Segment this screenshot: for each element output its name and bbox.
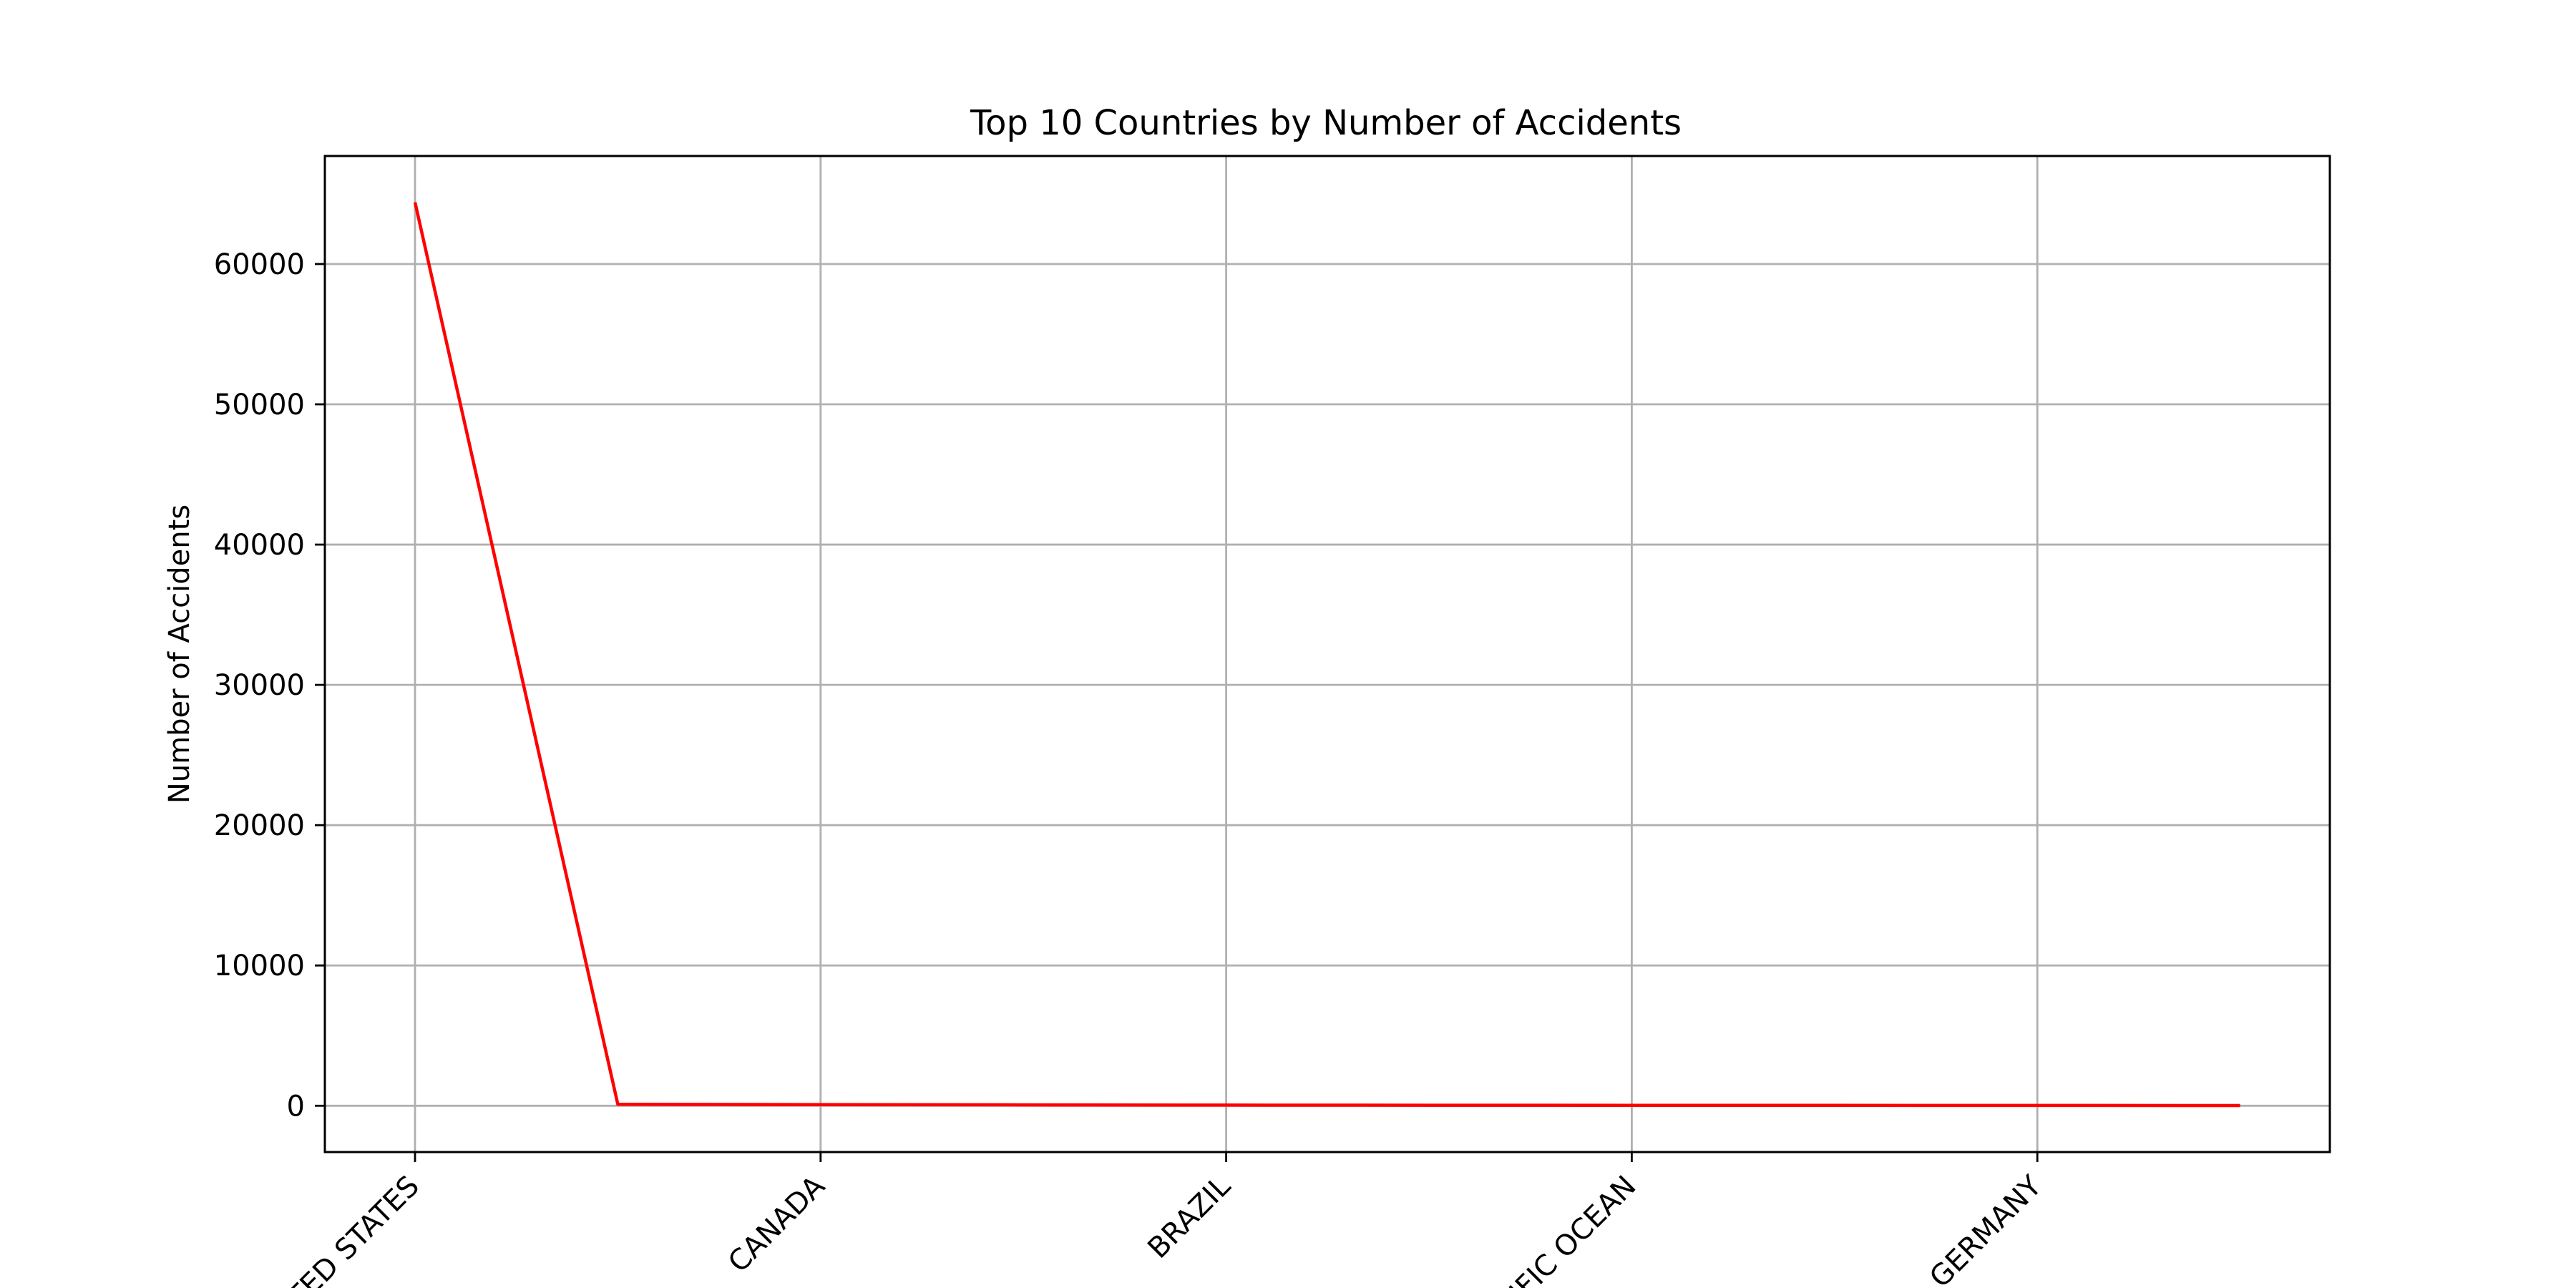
y-axis-label: Number of Accidents	[163, 504, 196, 804]
chart-title: Top 10 Countries by Number of Accidents	[970, 103, 1682, 143]
y-tick-label: 60000	[214, 248, 305, 281]
x-tick-label: GERMANY	[1923, 1169, 2049, 1288]
plot-frame	[323, 155, 2331, 1153]
series-line	[413, 202, 2240, 1108]
y-tick-label: 50000	[214, 389, 305, 421]
x-tick-label: CANADA	[722, 1169, 831, 1279]
x-tick-label: BRAZIL	[1141, 1169, 1237, 1265]
y-tick-label: 0	[287, 1090, 305, 1123]
series-layer	[413, 202, 2240, 1108]
x-tick-label: UNITED STATES	[245, 1170, 426, 1288]
x-tick-label: PACIFIC OCEAN	[1465, 1170, 1642, 1288]
x-axis: UNITED STATES CANADA BRAZIL PACIFIC OCEAN GE…	[245, 1152, 2049, 1288]
y-tick-label: 40000	[214, 529, 305, 562]
y-tick-label: 30000	[214, 669, 305, 702]
y-axis: 0 10000 20000 30000 40000 50000 60000	[214, 248, 325, 1123]
y-tick-label: 20000	[214, 809, 305, 842]
grid	[325, 156, 2330, 1152]
y-tick-label: 10000	[214, 950, 305, 982]
